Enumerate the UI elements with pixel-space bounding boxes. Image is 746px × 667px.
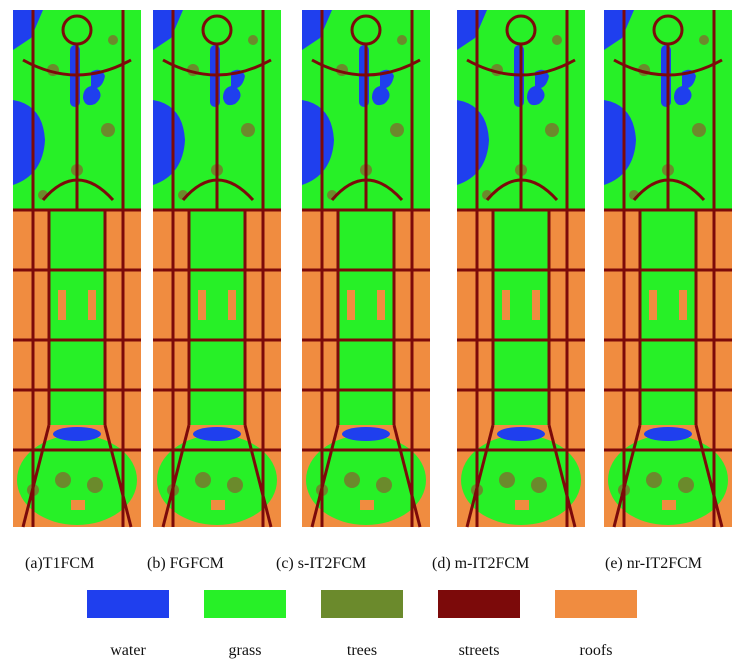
legend-swatch [204,590,286,618]
legend-label: roofs [580,642,613,659]
legend-label: streets [459,642,500,659]
map-d [457,10,585,527]
caption: (d) m-IT2FCM [432,555,529,572]
caption: (c) s-IT2FCM [276,555,366,572]
legend-swatch [555,590,637,618]
legend-swatch [438,590,520,618]
legend-label: grass [229,642,262,659]
legend-swatch [321,590,403,618]
caption: (b) FGFCM [147,555,224,572]
legend-label: water [110,642,146,659]
legend-swatch [87,590,169,618]
caption: (a)T1FCM [25,555,94,572]
map-e [604,10,732,527]
map-a [13,10,141,527]
map-b [153,10,281,527]
figure: (a)T1FCM (b) FGFCM (c) s-IT2FCM (d) m-IT2FC… [0,0,746,662]
caption: (e) nr-IT2FCM [605,555,702,572]
map-c [302,10,430,527]
legend-label: trees [347,642,377,659]
